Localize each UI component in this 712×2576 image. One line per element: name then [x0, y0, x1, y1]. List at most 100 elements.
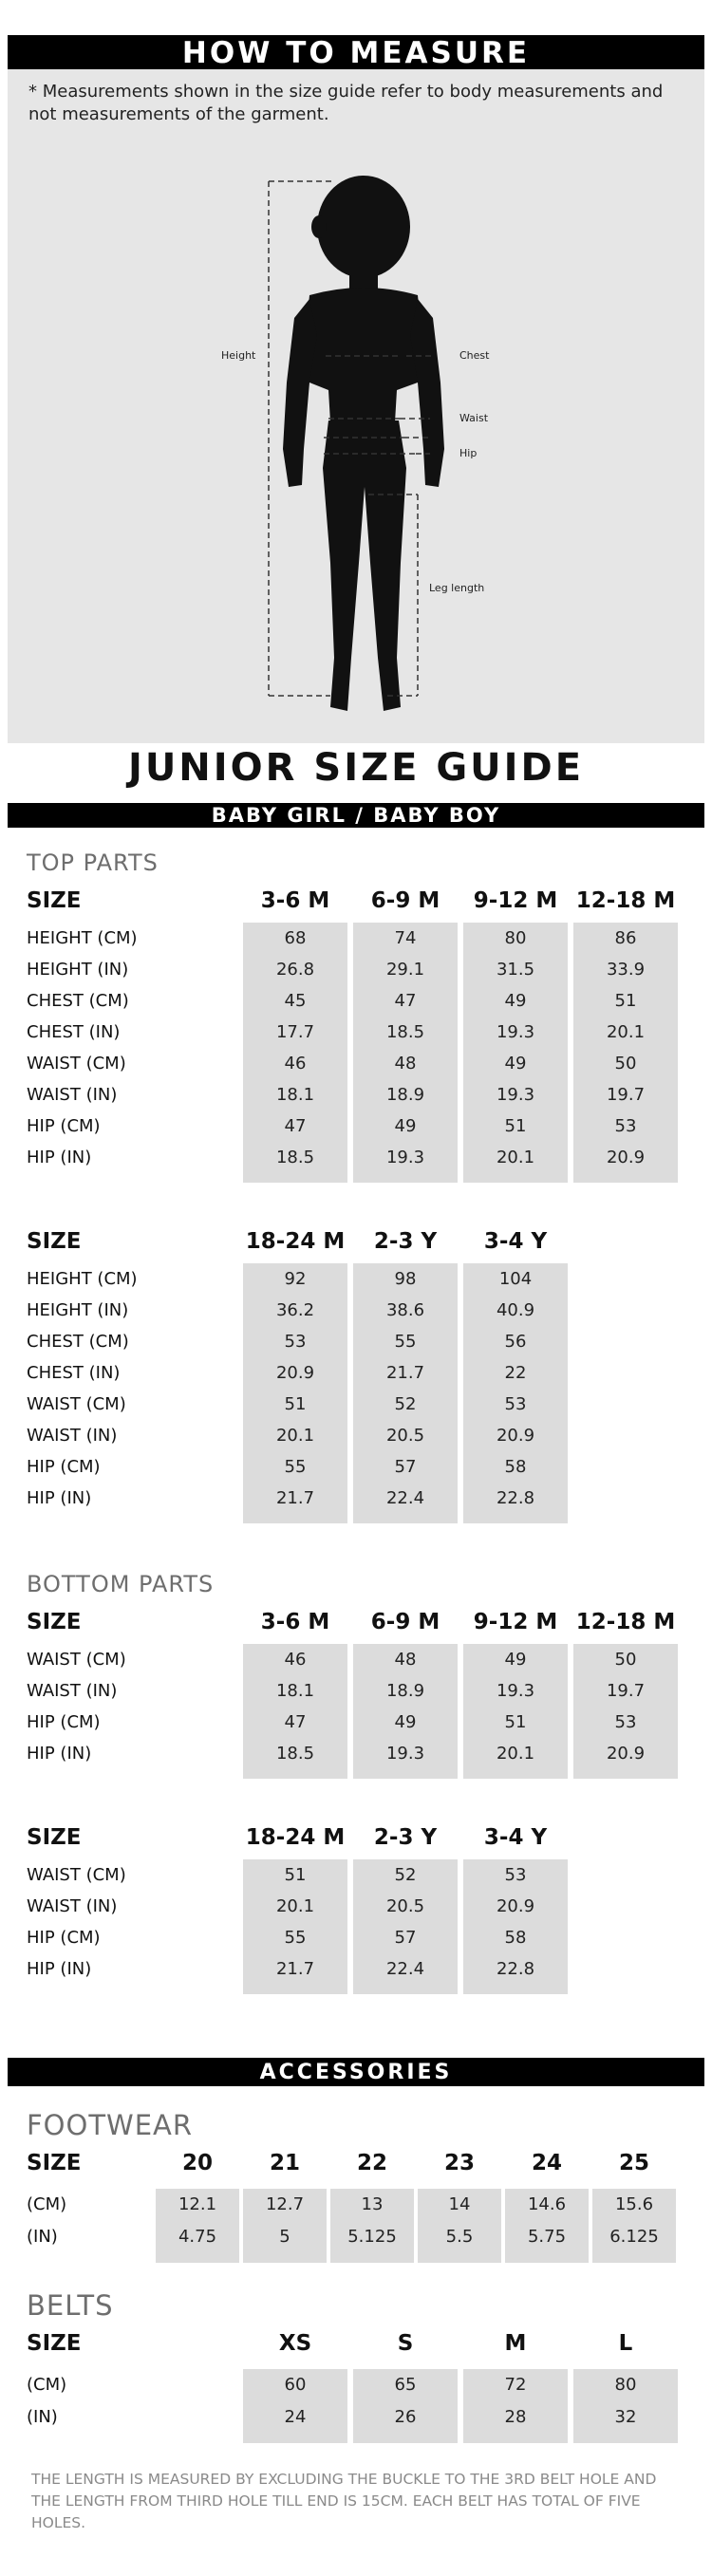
table-cell: 19.3 — [385, 1744, 425, 1764]
belts-table: SIZE XS S M L (CM) 60 65 72 80 (IN) 24 26 28 32 — [27, 2331, 691, 2445]
table-cell: 14.6 — [527, 2194, 567, 2214]
row-label: HEIGHT (IN) — [27, 960, 129, 980]
size-column-header: SIZE — [27, 1610, 82, 1634]
table-cell: 19.7 — [606, 1085, 646, 1105]
table-cell: 18.1 — [275, 1085, 315, 1105]
table-cell: 45 — [284, 991, 307, 1011]
size-column-2-3-y: 2-3 Y — [373, 1825, 438, 1850]
size-column-header: SIZE — [27, 2151, 82, 2175]
table-cell: 18.9 — [385, 1681, 425, 1701]
table-cell: 12.7 — [265, 2194, 305, 2214]
table-cell: 18.1 — [275, 1681, 315, 1701]
size-column-22: 22 — [356, 2151, 387, 2175]
row-label: WAIST (CM) — [27, 1394, 126, 1414]
size-column-23: 23 — [443, 2151, 475, 2175]
column-background — [243, 1644, 347, 1779]
row-label: HIP (IN) — [27, 1744, 92, 1764]
table-cell: 20.9 — [606, 1148, 646, 1167]
row-label: HIP (IN) — [27, 1488, 92, 1508]
table-cell: 68 — [284, 928, 307, 948]
size-column-18-24-m: 18-24 M — [245, 1825, 346, 1850]
footwear-table: SIZE 20 21 22 23 24 25 (CM) 12.1 12.7 13 14 14.6 15.6… — [27, 2151, 691, 2265]
table-cell: 20.9 — [496, 1896, 535, 1916]
row-label: CHEST (IN) — [27, 1022, 121, 1042]
table-cell: 52 — [394, 1865, 417, 1885]
table-cell: 53 — [614, 1712, 637, 1732]
size-column-12-18-m: 12-18 M — [575, 888, 676, 913]
table-cell: 80 — [504, 928, 527, 948]
table-cell: 20.1 — [496, 1744, 535, 1764]
column-background — [418, 2189, 501, 2263]
table-cell: 80 — [614, 2375, 637, 2395]
how-to-measure-header: HOW TO MEASURE — [8, 35, 704, 70]
row-label: CHEST (IN) — [27, 1363, 121, 1383]
table-cell: 21.7 — [385, 1363, 425, 1383]
column-background — [243, 923, 347, 1183]
table-cell: 22.8 — [496, 1959, 535, 1979]
size-column-6-9-m: 6-9 M — [370, 1610, 440, 1634]
child-silhouette — [283, 176, 444, 711]
table-cell: 15.6 — [614, 2194, 654, 2214]
size-column-9-12-m: 9-12 M — [473, 888, 558, 913]
table-cell: 49 — [394, 1116, 417, 1136]
row-label: HEIGHT (CM) — [27, 928, 138, 948]
measurement-note: * Measurements shown in the size guide r… — [28, 82, 664, 124]
height-measure-lines — [268, 180, 433, 697]
table-cell: 86 — [614, 928, 637, 948]
table-cell: 32 — [614, 2407, 637, 2427]
table-cell: 49 — [504, 991, 527, 1011]
row-label: HIP (CM) — [27, 1457, 101, 1477]
table-cell: 19.3 — [496, 1085, 535, 1105]
table-cell: 50 — [614, 1054, 637, 1073]
table-cell: 40.9 — [496, 1300, 535, 1320]
size-column-6-9-m: 6-9 M — [370, 888, 440, 913]
table-cell: 28 — [504, 2407, 527, 2427]
column-background — [573, 2369, 678, 2443]
column-background — [573, 1644, 678, 1779]
column-background — [353, 923, 458, 1183]
table-cell: 17.7 — [275, 1022, 315, 1042]
table-cell: 65 — [394, 2375, 417, 2395]
row-label: WAIST (IN) — [27, 1426, 118, 1446]
table-cell: 46 — [284, 1650, 307, 1670]
bottom-parts-table-1: SIZE 3-6 M 6-9 M 9-12 M 12-18 M WAIST (CM) 46 4… — [27, 1610, 691, 1790]
column-background — [463, 1263, 568, 1523]
size-column-header: SIZE — [27, 1825, 82, 1850]
size-column-3-6-m: 3-6 M — [260, 1610, 330, 1634]
table-cell: 47 — [284, 1712, 307, 1732]
table-cell: 56 — [504, 1332, 527, 1352]
table-cell: 55 — [394, 1332, 417, 1352]
height-label: Height — [221, 349, 256, 362]
table-cell: 53 — [504, 1865, 527, 1885]
accessories-header: ACCESSORIES — [8, 2058, 704, 2086]
table-cell: 12.1 — [178, 2194, 217, 2214]
footwear-title: FOOTWEAR — [27, 2109, 194, 2141]
waist-label: Waist — [459, 412, 489, 424]
table-cell: 4.75 — [178, 2227, 217, 2247]
table-cell: 22.4 — [385, 1488, 425, 1508]
size-column-xs: XS — [278, 2331, 312, 2356]
junior-size-guide-title: JUNIOR SIZE GUIDE — [127, 746, 585, 790]
table-cell: 20.5 — [385, 1426, 425, 1446]
column-background — [463, 1644, 568, 1779]
row-label: (CM) — [27, 2375, 67, 2395]
table-cell: 29.1 — [385, 960, 425, 980]
row-label: CHEST (CM) — [27, 1332, 129, 1352]
row-label: WAIST (CM) — [27, 1650, 126, 1670]
size-column-2-3-y: 2-3 Y — [373, 1229, 438, 1254]
size-column-m: M — [504, 2331, 527, 2356]
table-cell: 20.1 — [275, 1426, 315, 1446]
row-label: HEIGHT (CM) — [27, 1269, 138, 1289]
row-label: WAIST (IN) — [27, 1896, 118, 1916]
chest-label: Chest — [459, 349, 490, 362]
table-cell: 57 — [394, 1928, 417, 1948]
table-cell: 13 — [361, 2194, 384, 2214]
size-column-12-18-m: 12-18 M — [575, 1610, 676, 1634]
table-cell: 26 — [394, 2407, 417, 2427]
column-background — [243, 1859, 347, 1994]
table-cell: 104 — [498, 1269, 533, 1289]
row-label: WAIST (CM) — [27, 1054, 126, 1073]
table-cell: 20.9 — [606, 1744, 646, 1764]
table-cell: 58 — [504, 1457, 527, 1477]
table-cell: 49 — [504, 1650, 527, 1670]
